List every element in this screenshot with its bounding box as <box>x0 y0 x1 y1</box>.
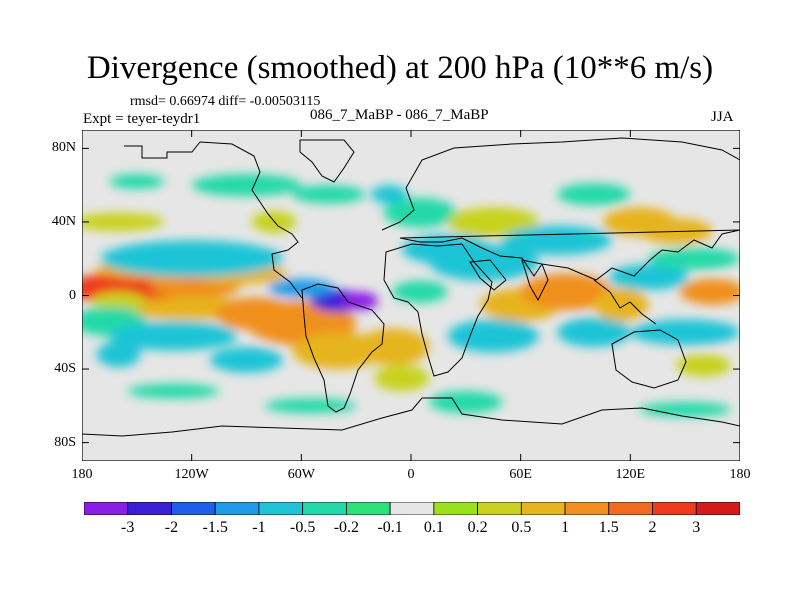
colorbar-label: 1 <box>561 519 570 536</box>
field-blob <box>127 383 220 399</box>
field-blob <box>91 291 146 311</box>
field-blob <box>209 346 284 373</box>
field-blob <box>268 278 335 298</box>
lat-label: 0 <box>69 287 76 303</box>
coastline-eurasia <box>381 137 740 281</box>
field-blob <box>593 288 649 322</box>
colorbar-swatch <box>171 502 216 515</box>
lat-label: 80N <box>51 140 76 156</box>
colorbar-swatch <box>564 502 610 515</box>
colorbar-swatch <box>608 502 653 515</box>
coastline-antarctica <box>82 397 740 437</box>
lon-label: 0 <box>407 467 415 482</box>
colorbar-label: 3 <box>692 519 701 536</box>
field-blob <box>557 183 631 206</box>
lon-label: 120W <box>174 467 209 482</box>
field-blob <box>109 321 238 351</box>
coastline-south-america <box>301 283 385 413</box>
field-blob <box>356 328 430 366</box>
field-blob <box>109 174 165 189</box>
coastline-southeast-asia <box>593 279 657 325</box>
divergence-map <box>82 130 740 461</box>
field-blob <box>679 278 740 305</box>
expt-line: Expt = teyer-teydr1 <box>83 111 201 127</box>
coastlines <box>82 137 740 437</box>
field-blob <box>374 365 430 392</box>
colorbar-label: -1 <box>252 519 266 536</box>
colorbar-swatch <box>520 502 566 515</box>
lon-label: 180 <box>729 467 751 482</box>
experiments-line: 086_7_MaBP - 086_7_MaBP <box>310 107 489 123</box>
colorbar-label: 0.5 <box>511 519 532 536</box>
colorbar-label: 1.5 <box>598 519 619 536</box>
lat-label: 40N <box>51 213 76 229</box>
lat-label: 80S <box>54 434 76 450</box>
map-title: Divergence (smoothed) at 200 hPa (10**6 … <box>86 50 714 86</box>
field-blob <box>370 185 408 204</box>
colorbar <box>84 502 740 515</box>
field-blob <box>100 240 284 278</box>
colorbar-label: -0.1 <box>377 519 403 536</box>
colorbar-label: -3 <box>121 519 135 536</box>
field-blob <box>557 317 631 347</box>
colorbar-swatch <box>345 502 391 515</box>
colorbar-label: -1.5 <box>202 519 228 536</box>
coastline-greenland <box>299 139 355 183</box>
colorbar-swatch <box>433 502 479 515</box>
lon-label: 120E <box>615 467 646 482</box>
coastline-australia <box>611 329 687 389</box>
lon-label: 180 <box>71 467 93 482</box>
coastline-arabia <box>469 259 507 291</box>
field-blob <box>447 207 539 237</box>
field-blob <box>608 264 689 290</box>
field-blob <box>429 244 539 281</box>
field-blob <box>520 273 613 311</box>
colorbar-label: 2 <box>648 519 657 536</box>
colorbar-label: 0.2 <box>467 519 488 536</box>
coastline-africa <box>383 243 493 377</box>
field-blob <box>96 341 141 368</box>
field-blob <box>429 391 503 414</box>
field-blob <box>264 398 357 414</box>
colorbar-label: -0.5 <box>289 519 316 536</box>
colorbar-label: -0.2 <box>333 519 360 536</box>
lat-label: 40S <box>54 361 76 377</box>
colorbar-swatch <box>389 502 435 515</box>
season-label: JJA <box>711 109 734 125</box>
colorbar-swatch <box>695 502 740 515</box>
colorbar-swatch <box>214 502 260 515</box>
colorbar-swatch <box>127 502 172 515</box>
coastline-north-america <box>124 141 303 299</box>
field-blob <box>392 280 448 303</box>
field-blob <box>639 402 731 417</box>
field-blob <box>251 210 296 233</box>
lon-label: 60E <box>509 467 532 482</box>
stats-line: rmsd= 0.66974 diff= -0.00503115 <box>130 94 321 109</box>
field-blob <box>648 247 740 270</box>
axis-ticks <box>82 130 740 461</box>
field-blob <box>676 354 731 377</box>
field-blob <box>630 319 740 346</box>
coastline-india <box>521 259 549 302</box>
field-blob <box>292 185 366 204</box>
field-blob <box>82 212 165 232</box>
colorbar-label: 0.1 <box>423 519 444 536</box>
field-blob <box>447 319 539 353</box>
colorbar-swatch <box>302 502 347 515</box>
lon-label: 60W <box>287 467 315 482</box>
colorbar-swatch <box>84 502 129 515</box>
field-blob <box>502 225 613 256</box>
colorbar-swatch <box>258 502 304 515</box>
colorbar-label: -2 <box>164 519 179 536</box>
colorbar-swatch <box>477 502 522 515</box>
field-blob <box>341 291 379 311</box>
field-blob <box>191 174 302 197</box>
divergence-field <box>82 174 740 417</box>
colorbar-swatch <box>652 502 697 515</box>
